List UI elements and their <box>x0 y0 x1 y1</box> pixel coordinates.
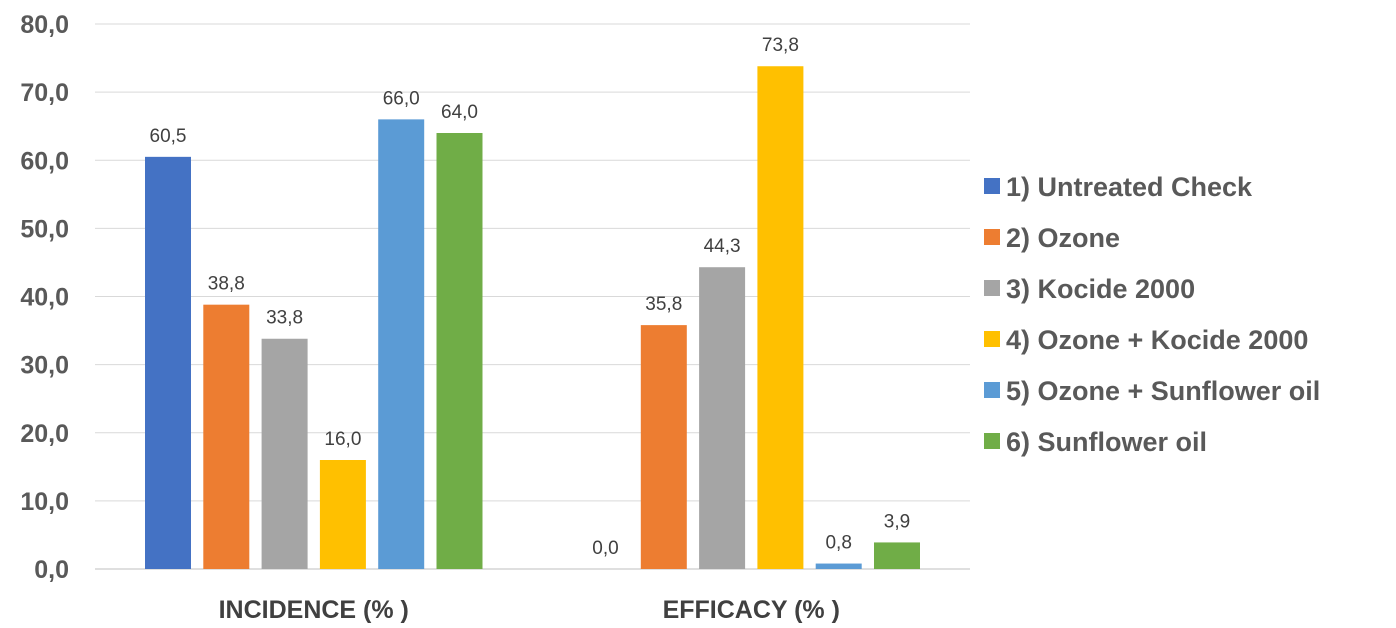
bar <box>145 156 191 569</box>
legend-label: 3) Kocide 2000 <box>1006 274 1195 304</box>
legend-swatch <box>984 178 1000 194</box>
data-label: 64,0 <box>441 102 478 123</box>
x-category-label: EFFICACY (% ) <box>663 596 840 624</box>
legend-label: 2) Ozone <box>1006 223 1120 253</box>
legend-label: 1) Untreated Check <box>1006 172 1253 202</box>
bar <box>436 133 483 569</box>
y-tick-label: 60,0 <box>20 147 69 175</box>
y-axis: 0,0 10,0 20,0 30,0 40,0 50,0 60,0 70,0 80,0 <box>20 11 69 584</box>
data-label: 3,9 <box>884 511 910 532</box>
y-tick-label: 0,0 <box>34 556 69 584</box>
legend-label: 4) Ozone + Kocide 2000 <box>1006 325 1308 355</box>
data-label: 35,8 <box>645 294 682 315</box>
data-label: 0,0 <box>592 538 618 559</box>
bar <box>699 267 746 569</box>
bar <box>757 66 804 570</box>
data-label: 33,8 <box>266 308 303 329</box>
legend: 1) Untreated Check 2) Ozone 3) Kocide 2000… <box>984 172 1320 457</box>
legend-label: 6) Sunflower oil <box>1006 427 1207 457</box>
data-label: 0,8 <box>825 533 851 554</box>
bar <box>319 460 366 569</box>
legend-swatch <box>984 433 1000 449</box>
data-label: 16,0 <box>324 429 361 450</box>
legend-label: 5) Ozone + Sunflower oil <box>1006 376 1320 406</box>
legend-swatch <box>984 229 1000 245</box>
legend-swatch <box>984 280 1000 296</box>
bar <box>874 542 920 569</box>
bars <box>145 66 920 570</box>
bar <box>815 563 862 569</box>
data-labels: 60,5 38,8 33,8 16,0 66,0 64,0 0,0 35,8 44,3 73,8 0… <box>150 35 911 559</box>
y-tick-label: 30,0 <box>20 352 69 380</box>
y-tick-label: 70,0 <box>20 79 69 107</box>
x-axis: INCIDENCE (% ) EFFICACY (% ) <box>219 596 840 624</box>
bar <box>203 304 250 569</box>
y-tick-label: 40,0 <box>20 284 69 312</box>
data-label: 66,0 <box>383 88 420 109</box>
y-tick-label: 50,0 <box>20 215 69 243</box>
data-label: 38,8 <box>208 274 245 295</box>
y-tick-label: 20,0 <box>20 420 69 448</box>
data-label: 73,8 <box>762 35 799 56</box>
y-tick-label: 10,0 <box>20 488 69 516</box>
bar <box>378 119 425 569</box>
data-label: 44,3 <box>704 236 741 257</box>
legend-swatch <box>984 382 1000 398</box>
x-category-label: INCIDENCE (% ) <box>219 596 409 624</box>
data-label: 60,5 <box>150 126 187 147</box>
bar <box>261 338 308 569</box>
y-tick-label: 80,0 <box>20 11 69 39</box>
bar <box>640 325 687 569</box>
legend-swatch <box>984 331 1000 347</box>
